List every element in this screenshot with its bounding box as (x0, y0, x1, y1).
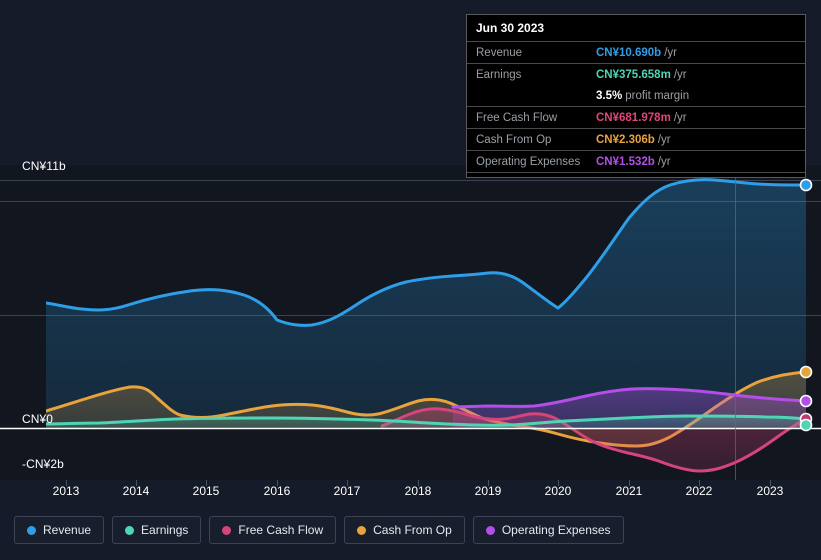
chart-tooltip: Jun 30 2023 Revenue CN¥10.690b /yr Earni… (466, 14, 806, 178)
legend-item-free-cash-flow[interactable]: Free Cash Flow (209, 516, 337, 544)
x-axis-label-2020: 2020 (544, 484, 572, 498)
tooltip-date: Jun 30 2023 (476, 21, 545, 35)
x-tick-marks (66, 480, 771, 486)
x-axis-label-2013: 2013 (52, 484, 80, 498)
series-line-earnings (46, 414, 806, 427)
series-line-operating-expenses (451, 387, 806, 409)
tooltip-value-profit-margin: 3.5% (596, 89, 623, 102)
x-axis-label-2022: 2022 (685, 484, 713, 498)
legend-item-revenue[interactable]: Revenue (14, 516, 105, 544)
chart-legend: Revenue Earnings Free Cash Flow Cash Fro… (0, 500, 821, 560)
tooltip-label-revenue: Revenue (476, 46, 523, 59)
series-endpoint-markers[interactable] (799, 178, 813, 432)
tooltip-suffix-operating-expenses: /yr (657, 155, 671, 168)
tooltip-suffix-earnings: /yr (673, 68, 687, 81)
tooltip-label-operating-expenses: Operating Expenses (476, 155, 581, 168)
legend-dot-cash-from-op (357, 525, 367, 535)
y-axis-label-2: -CN¥2b (22, 457, 64, 471)
x-axis-label-2017: 2017 (333, 484, 361, 498)
legend-label-revenue: Revenue (43, 523, 92, 537)
series-line-free-cash-flow (380, 407, 806, 473)
endpoint-revenue (799, 178, 813, 192)
legend-dot-free-cash-flow (222, 525, 232, 535)
tooltip-suffix-free-cash-flow: /yr (673, 111, 687, 124)
x-axis-label-2015: 2015 (192, 484, 220, 498)
tooltip-value-free-cash-flow: CN¥681.978m (596, 111, 671, 124)
legend-item-cash-from-op[interactable]: Cash From Op (344, 516, 465, 544)
legend-item-operating-expenses[interactable]: Operating Expenses (472, 516, 624, 544)
endpoint-operating-expenses (799, 394, 813, 408)
legend-label-operating-expenses: Operating Expenses (501, 523, 611, 537)
legend-dot-operating-expenses (485, 525, 495, 535)
tooltip-value-cash-from-op: CN¥2.306b (596, 133, 655, 146)
tooltip-row-cash-from-op: Cash From Op CN¥2.306b /yr (467, 128, 805, 150)
series-area-revenue (46, 179, 806, 428)
endpoint-cash-from-op (799, 365, 813, 379)
x-axis-label-2023: 2023 (756, 484, 784, 498)
tooltip-value-operating-expenses: CN¥1.532b (596, 155, 655, 168)
legend-label-free-cash-flow: Free Cash Flow (238, 523, 324, 537)
tooltip-label-cash-from-op: Cash From Op (476, 133, 552, 146)
legend-label-cash-from-op: Cash From Op (373, 523, 452, 537)
x-axis-label-2016: 2016 (263, 484, 291, 498)
endpoint-earnings (799, 418, 813, 432)
legend-item-earnings[interactable]: Earnings (112, 516, 202, 544)
tooltip-row-free-cash-flow: Free Cash Flow CN¥681.978m /yr (467, 106, 805, 128)
y-axis-label-0: CN¥11b (22, 159, 66, 173)
x-axis-label-2021: 2021 (615, 484, 643, 498)
tooltip-suffix-cash-from-op: /yr (657, 133, 671, 146)
x-axis-label-2019: 2019 (474, 484, 502, 498)
tooltip-value-revenue: CN¥10.690b (596, 46, 662, 59)
x-axis-label-2014: 2014 (122, 484, 150, 498)
legend-label-earnings: Earnings (141, 523, 189, 537)
tooltip-row-profit-margin: 3.5% profit margin (467, 85, 805, 106)
tooltip-row-revenue: Revenue CN¥10.690b /yr (467, 41, 805, 63)
legend-dot-earnings (125, 525, 135, 535)
tooltip-suffix-revenue: /yr (664, 46, 677, 59)
x-axis-label-2018: 2018 (404, 484, 432, 498)
legend-dot-revenue (27, 525, 36, 535)
series-line-revenue (46, 178, 806, 327)
tooltip-value-earnings: CN¥375.658m (596, 68, 671, 81)
tooltip-bottom-rule (467, 172, 805, 177)
y-axis-label-1: CN¥0 (22, 412, 54, 426)
tooltip-suffix-profit-margin: profit margin (625, 89, 690, 102)
tooltip-row-operating-expenses: Operating Expenses CN¥1.532b /yr (467, 150, 805, 172)
tooltip-label-free-cash-flow: Free Cash Flow (476, 111, 558, 124)
chart-canvas (0, 165, 821, 486)
tooltip-label-earnings: Earnings (476, 68, 522, 81)
tooltip-row-earnings: Earnings CN¥375.658m /yr (467, 63, 805, 85)
financial-chart[interactable]: CN¥11b CN¥0 -CN¥2b 2013 2014 2015 2016 2… (0, 0, 821, 500)
